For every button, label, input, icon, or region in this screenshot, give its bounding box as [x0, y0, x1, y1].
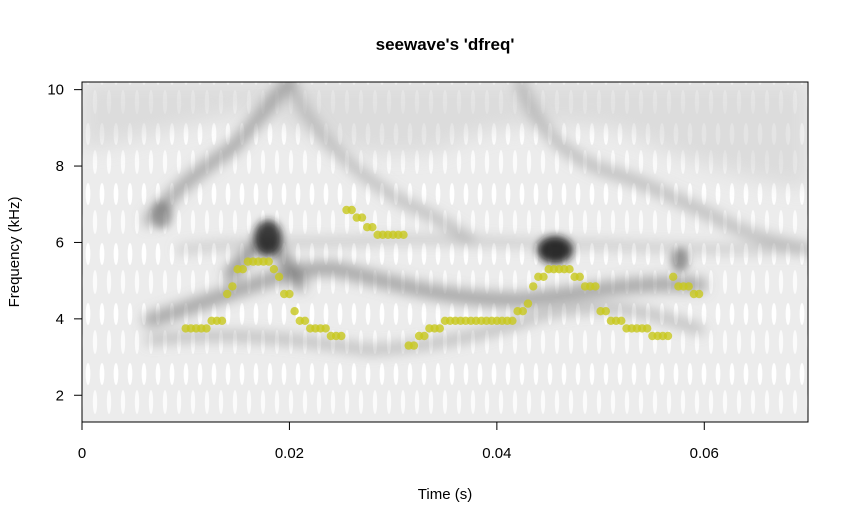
dfreq-points	[181, 205, 704, 350]
x-axis-label: Time (s)	[418, 486, 472, 503]
data-point	[529, 282, 538, 291]
data-point	[264, 257, 273, 266]
data-point	[508, 316, 517, 325]
y-tick-label: 2	[56, 387, 64, 404]
data-point	[368, 223, 377, 232]
data-point	[223, 289, 232, 299]
data-point	[694, 289, 704, 299]
data-point	[202, 324, 211, 333]
data-point	[238, 265, 247, 274]
x-tick-label: 0.06	[690, 445, 719, 462]
data-point	[357, 213, 367, 222]
data-point	[228, 282, 237, 291]
plot-area	[81, 81, 809, 423]
data-point	[684, 282, 693, 291]
data-point	[409, 341, 419, 350]
data-point	[321, 324, 330, 333]
data-point	[399, 230, 408, 239]
spectrogram-background	[82, 82, 808, 422]
data-point	[274, 272, 284, 281]
y-tick-label: 10	[47, 82, 64, 99]
data-point	[337, 331, 346, 341]
data-point	[523, 299, 533, 308]
data-point	[575, 272, 584, 281]
data-point	[565, 265, 574, 274]
chart-title: seewave's 'dfreq'	[376, 35, 515, 54]
data-point	[300, 316, 310, 325]
y-axis: 2 4 6 8 10	[47, 82, 83, 404]
data-point	[617, 316, 626, 325]
data-point	[420, 331, 429, 341]
y-tick-label: 8	[56, 158, 64, 175]
x-tick-label: 0	[78, 445, 86, 462]
data-point	[601, 307, 610, 316]
data-point	[435, 324, 444, 333]
data-point	[591, 282, 600, 291]
spectrogram-hotspots	[152, 201, 689, 272]
y-axis-label: Frequency (kHz)	[6, 197, 23, 308]
data-point	[285, 289, 294, 299]
data-point	[290, 307, 299, 316]
data-point	[663, 331, 673, 341]
data-point	[269, 265, 279, 274]
x-axis: 0 0.02 0.04 0.06	[78, 421, 719, 462]
data-point	[518, 307, 527, 316]
data-point	[217, 316, 227, 325]
data-point	[539, 272, 548, 281]
x-tick-label: 0.04	[482, 445, 511, 462]
x-tick-label: 0.02	[275, 445, 304, 462]
data-point	[669, 272, 678, 281]
data-point	[643, 324, 652, 333]
data-point	[347, 205, 356, 215]
y-tick-label: 4	[56, 311, 64, 328]
y-tick-label: 6	[56, 234, 64, 251]
